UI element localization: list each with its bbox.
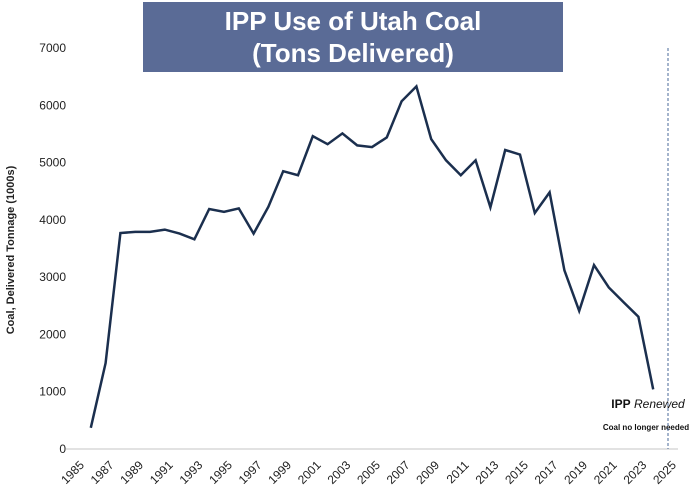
chart-title: IPP Use of Utah Coal (Tons Delivered) [143, 2, 563, 72]
x-tick-label: 2023 [621, 458, 650, 487]
x-tick-label: 2013 [473, 458, 502, 487]
title-line-2: (Tons Delivered) [252, 38, 454, 68]
y-axis-label: Coal, Delivered Tonnage (1000s) [5, 165, 17, 334]
x-tick-label: 2001 [295, 458, 324, 487]
x-tick-label: 1999 [265, 458, 294, 487]
x-tick-label: 1991 [147, 458, 176, 487]
y-tick-label: 0 [59, 442, 66, 456]
x-tick-label: 2015 [502, 458, 531, 487]
y-tick-label: 3000 [39, 270, 66, 284]
coal-delivery-line [89, 83, 655, 429]
x-tick-label: 1987 [88, 458, 117, 487]
x-tick-label: 2025 [650, 458, 679, 487]
x-tick-label: 2003 [325, 458, 354, 487]
x-tick-label: 2005 [354, 458, 383, 487]
x-tick-label: 2019 [561, 458, 590, 487]
annotation-subtitle: Coal no longer needed [603, 423, 689, 432]
y-tick-label: 4000 [39, 213, 66, 227]
x-tick-label: 2007 [384, 458, 413, 487]
x-tick-label: 2011 [444, 458, 472, 486]
y-tick-label: 5000 [39, 156, 66, 170]
annotation-bold: IPP [611, 397, 630, 411]
annotation-title: IPP Renewed [611, 397, 685, 411]
y-tick-label: 1000 [39, 385, 66, 399]
x-tick-label: 1993 [177, 458, 206, 487]
x-tick-label: 1989 [117, 458, 146, 487]
y-tick-label: 7000 [39, 41, 66, 55]
y-tick-label: 6000 [39, 98, 66, 112]
x-tick-label: 2017 [532, 458, 561, 487]
x-tick-label: 2009 [413, 458, 442, 487]
x-tick-label: 1985 [58, 458, 87, 487]
x-tick-label: 1995 [206, 458, 235, 487]
annotation-italic: Renewed [634, 397, 685, 411]
x-tick-label: 2021 [591, 458, 620, 487]
y-tick-label: 2000 [39, 327, 66, 341]
title-line-1: IPP Use of Utah Coal [224, 6, 482, 36]
x-tick-label: 1997 [236, 458, 265, 487]
